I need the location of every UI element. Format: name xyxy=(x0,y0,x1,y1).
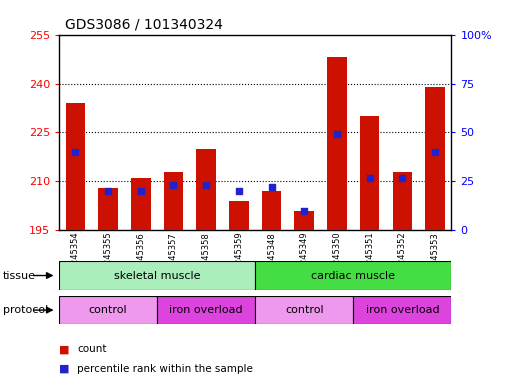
Bar xyxy=(425,87,445,230)
Bar xyxy=(353,296,451,324)
Point xyxy=(398,174,406,180)
Bar xyxy=(157,296,255,324)
Text: iron overload: iron overload xyxy=(366,305,439,315)
Point xyxy=(169,182,177,189)
Text: count: count xyxy=(77,344,107,354)
Bar xyxy=(294,211,314,230)
Bar xyxy=(229,201,249,230)
Bar xyxy=(196,149,216,230)
Text: skeletal muscle: skeletal muscle xyxy=(114,270,201,281)
Bar xyxy=(255,296,353,324)
Bar xyxy=(255,261,451,290)
Bar xyxy=(392,172,412,230)
Bar xyxy=(131,178,150,230)
Text: percentile rank within the sample: percentile rank within the sample xyxy=(77,364,253,374)
Text: control: control xyxy=(89,305,127,315)
Text: ■: ■ xyxy=(59,364,69,374)
Point xyxy=(366,174,374,180)
Bar xyxy=(164,172,183,230)
Bar xyxy=(98,188,118,230)
Bar xyxy=(59,261,255,290)
Point xyxy=(333,131,341,137)
Point xyxy=(267,184,275,190)
Point xyxy=(136,188,145,194)
Text: cardiac muscle: cardiac muscle xyxy=(311,270,396,281)
Bar xyxy=(327,58,347,230)
Bar xyxy=(262,191,281,230)
Text: tissue: tissue xyxy=(3,270,35,281)
Point xyxy=(300,208,308,214)
Bar xyxy=(66,103,85,230)
Point xyxy=(235,188,243,194)
Point xyxy=(202,182,210,189)
Text: GDS3086 / 101340324: GDS3086 / 101340324 xyxy=(65,17,223,31)
Point xyxy=(104,188,112,194)
Text: protocol: protocol xyxy=(3,305,48,315)
Point xyxy=(431,149,439,155)
Text: control: control xyxy=(285,305,324,315)
Bar xyxy=(360,116,380,230)
Text: iron overload: iron overload xyxy=(169,305,243,315)
Bar xyxy=(59,296,157,324)
Point xyxy=(71,149,80,155)
Text: ■: ■ xyxy=(59,344,69,354)
